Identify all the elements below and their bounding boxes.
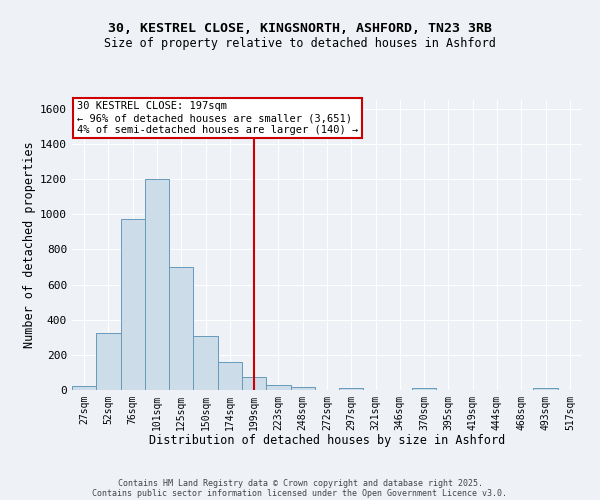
Bar: [218, 362, 242, 390]
Bar: [72, 386, 96, 390]
Bar: [193, 336, 218, 390]
Text: Contains HM Land Registry data © Crown copyright and database right 2025.: Contains HM Land Registry data © Crown c…: [118, 478, 482, 488]
Bar: [96, 333, 121, 390]
Bar: [169, 267, 193, 390]
Text: Size of property relative to detached houses in Ashford: Size of property relative to detached ho…: [104, 38, 496, 51]
X-axis label: Distribution of detached houses by size in Ashford: Distribution of detached houses by size …: [149, 434, 505, 448]
Bar: [145, 179, 169, 390]
Text: 30 KESTREL CLOSE: 197sqm
← 96% of detached houses are smaller (3,651)
4% of semi: 30 KESTREL CLOSE: 197sqm ← 96% of detach…: [77, 102, 358, 134]
Bar: [242, 377, 266, 390]
Text: 30, KESTREL CLOSE, KINGSNORTH, ASHFORD, TN23 3RB: 30, KESTREL CLOSE, KINGSNORTH, ASHFORD, …: [108, 22, 492, 36]
Text: Contains public sector information licensed under the Open Government Licence v3: Contains public sector information licen…: [92, 488, 508, 498]
Y-axis label: Number of detached properties: Number of detached properties: [23, 142, 36, 348]
Bar: [533, 388, 558, 390]
Bar: [266, 384, 290, 390]
Bar: [412, 388, 436, 390]
Bar: [290, 388, 315, 390]
Bar: [339, 388, 364, 390]
Bar: [121, 218, 145, 390]
